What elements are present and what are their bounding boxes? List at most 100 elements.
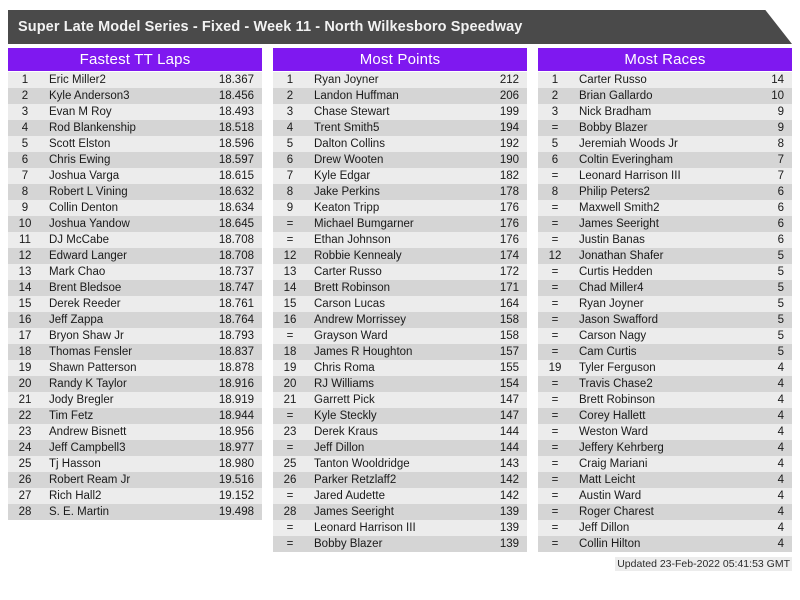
row-position: 2 (551, 90, 559, 102)
table-row: 19 Shawn Patterson 18.878 (8, 360, 262, 376)
row-position: 25 (18, 458, 32, 470)
table-row: 19 Chris Roma 155 (273, 360, 527, 376)
table-row: 3 Nick Bradham 9 (538, 104, 792, 120)
row-driver-name: Randy K Taylor (49, 378, 127, 390)
row-driver-name: Kyle Edgar (314, 170, 371, 182)
row-value: 190 (499, 154, 519, 166)
table-row: 18 Thomas Fensler 18.837 (8, 344, 262, 360)
row-position: 26 (18, 474, 32, 486)
row-driver-name: Derek Kraus (314, 426, 378, 438)
table-row: 4 Trent Smith5 194 (273, 120, 527, 136)
table-row: = Jeff Dillon 144 (273, 440, 527, 456)
row-driver-name: Roger Charest (579, 506, 654, 518)
table-row: 5 Scott Elston 18.596 (8, 136, 262, 152)
row-driver-name: Andrew Bisnett (49, 426, 127, 438)
table-row: 14 Brent Bledsoe 18.747 (8, 280, 262, 296)
leaderboard-most-races: Most Races 1 Carter Russo 14 2 Brian Gallardo… (538, 48, 792, 552)
row-position: 6 (286, 154, 294, 166)
row-value: 4 (777, 426, 784, 438)
table-row: 20 Randy K Taylor 18.916 (8, 376, 262, 392)
row-position: 23 (283, 426, 297, 438)
table-row: 2 Brian Gallardo 10 (538, 88, 792, 104)
row-position: = (551, 314, 559, 326)
column-body-most-points: 1 Ryan Joyner 212 2 Landon Huffman 206 3 Chase … (273, 71, 527, 552)
row-value: 18.737 (218, 266, 254, 278)
row-position: 5 (286, 138, 294, 150)
table-row: 13 Carter Russo 172 (273, 264, 527, 280)
row-value: 18.456 (218, 90, 254, 102)
row-position: 24 (18, 442, 32, 454)
row-position: 28 (283, 506, 297, 518)
column-header-fastest-tt-laps: Fastest TT Laps (8, 48, 262, 71)
table-row: 5 Jeremiah Woods Jr 8 (538, 136, 792, 152)
table-row: 14 Brett Robinson 171 (273, 280, 527, 296)
row-value: 4 (777, 522, 784, 534)
row-value: 139 (499, 506, 519, 518)
row-value: 155 (499, 362, 519, 374)
row-position: 18 (18, 346, 32, 358)
table-row: 15 Carson Lucas 164 (273, 296, 527, 312)
row-position: 23 (18, 426, 32, 438)
table-row: = Craig Mariani 4 (538, 456, 792, 472)
table-row: 4 Rod Blankenship 18.518 (8, 120, 262, 136)
row-position: = (286, 234, 294, 246)
row-position: = (551, 426, 559, 438)
row-value: 176 (499, 234, 519, 246)
row-driver-name: Mark Chao (49, 266, 106, 278)
row-driver-name: Ryan Joyner (579, 298, 644, 310)
row-position: 10 (18, 218, 32, 230)
row-value: 4 (777, 378, 784, 390)
row-value: 174 (499, 250, 519, 262)
row-driver-name: James R Houghton (314, 346, 413, 358)
row-value: 18.956 (218, 426, 254, 438)
row-driver-name: Carter Russo (579, 74, 647, 86)
row-driver-name: Kyle Steckly (314, 410, 377, 422)
row-driver-name: Chad Miller4 (579, 282, 644, 294)
row-value: 154 (499, 378, 519, 390)
row-driver-name: Bobby Blazer (579, 122, 648, 134)
row-position: = (551, 442, 559, 454)
row-position: 15 (18, 298, 32, 310)
table-row: = Kyle Steckly 147 (273, 408, 527, 424)
row-value: 178 (499, 186, 519, 198)
table-row: = Ethan Johnson 176 (273, 232, 527, 248)
table-row: = Curtis Hedden 5 (538, 264, 792, 280)
row-value: 18.764 (218, 314, 254, 326)
row-position: = (551, 538, 559, 550)
row-position: 1 (21, 74, 29, 86)
row-position: = (551, 122, 559, 134)
table-row: 10 Joshua Yandow 18.645 (8, 216, 262, 232)
row-value: 157 (499, 346, 519, 358)
table-row: = Ryan Joyner 5 (538, 296, 792, 312)
table-row: 7 Kyle Edgar 182 (273, 168, 527, 184)
row-position: 4 (21, 122, 29, 134)
row-driver-name: Bobby Blazer (314, 538, 383, 550)
row-value: 4 (777, 490, 784, 502)
row-value: 9 (777, 122, 784, 134)
row-position: 3 (21, 106, 29, 118)
row-value: 14 (771, 74, 784, 86)
column-body-fastest-tt-laps: 1 Eric Miller2 18.367 2 Kyle Anderson3 18.456… (8, 71, 262, 520)
row-value: 5 (777, 282, 784, 294)
row-position: 8 (21, 186, 29, 198)
row-driver-name: Tanton Wooldridge (314, 458, 410, 470)
table-row: = Roger Charest 4 (538, 504, 792, 520)
row-value: 18.596 (218, 138, 254, 150)
row-position: 26 (283, 474, 297, 486)
row-position: = (551, 410, 559, 422)
table-row: 28 James Seeright 139 (273, 504, 527, 520)
row-driver-name: Jody Bregler (49, 394, 114, 406)
row-driver-name: Keaton Tripp (314, 202, 380, 214)
row-position: = (551, 506, 559, 518)
table-row: 8 Jake Perkins 178 (273, 184, 527, 200)
row-driver-name: Jeff Dillon (314, 442, 365, 454)
row-position: = (551, 330, 559, 342)
row-position: = (551, 170, 559, 182)
column-header-most-points: Most Points (273, 48, 527, 71)
row-position: 1 (286, 74, 294, 86)
row-value: 4 (777, 458, 784, 470)
row-driver-name: Joshua Varga (49, 170, 120, 182)
table-row: 18 James R Houghton 157 (273, 344, 527, 360)
row-value: 18.597 (218, 154, 254, 166)
row-driver-name: Nick Bradham (579, 106, 652, 118)
